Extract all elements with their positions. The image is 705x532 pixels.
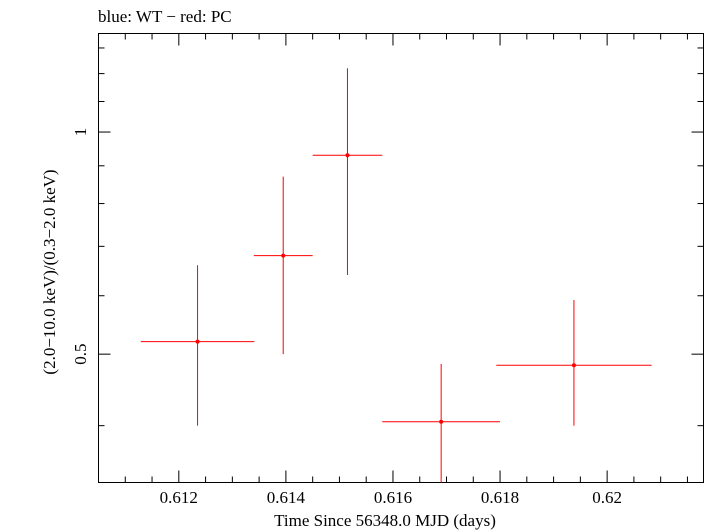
data-marker bbox=[345, 153, 350, 158]
y-tick-label: 1 bbox=[71, 128, 90, 137]
x-tick-label: 0.618 bbox=[481, 488, 519, 507]
x-axis-label: Time Since 56348.0 MJD (days) bbox=[274, 511, 496, 530]
x-tick-label: 0.614 bbox=[267, 488, 306, 507]
data-point bbox=[496, 300, 652, 426]
x-tick-label: 0.62 bbox=[592, 488, 622, 507]
x-tick-label: 0.616 bbox=[374, 488, 412, 507]
data-marker bbox=[195, 339, 200, 344]
data-point bbox=[312, 68, 383, 276]
data-point bbox=[382, 363, 501, 483]
data-series-pc bbox=[140, 68, 652, 483]
y-tick-label: 0.5 bbox=[71, 344, 90, 365]
x-tick-label: 0.612 bbox=[160, 488, 198, 507]
data-point bbox=[253, 176, 313, 355]
data-marker bbox=[439, 419, 444, 424]
y-axis-ticks: 0.51 bbox=[71, 47, 704, 427]
data-marker bbox=[281, 253, 286, 258]
data-marker bbox=[571, 363, 576, 368]
y-axis-label: (2.0−10.0 keV)/(0.3−2.0 keV) bbox=[40, 169, 59, 374]
chart-title: blue: WT − red: PC bbox=[98, 7, 232, 26]
data-point bbox=[140, 265, 255, 426]
x-axis-ticks: 0.612 0.614 0.616 0.618 0.62 bbox=[98, 33, 688, 507]
plot-frame bbox=[98, 33, 704, 483]
